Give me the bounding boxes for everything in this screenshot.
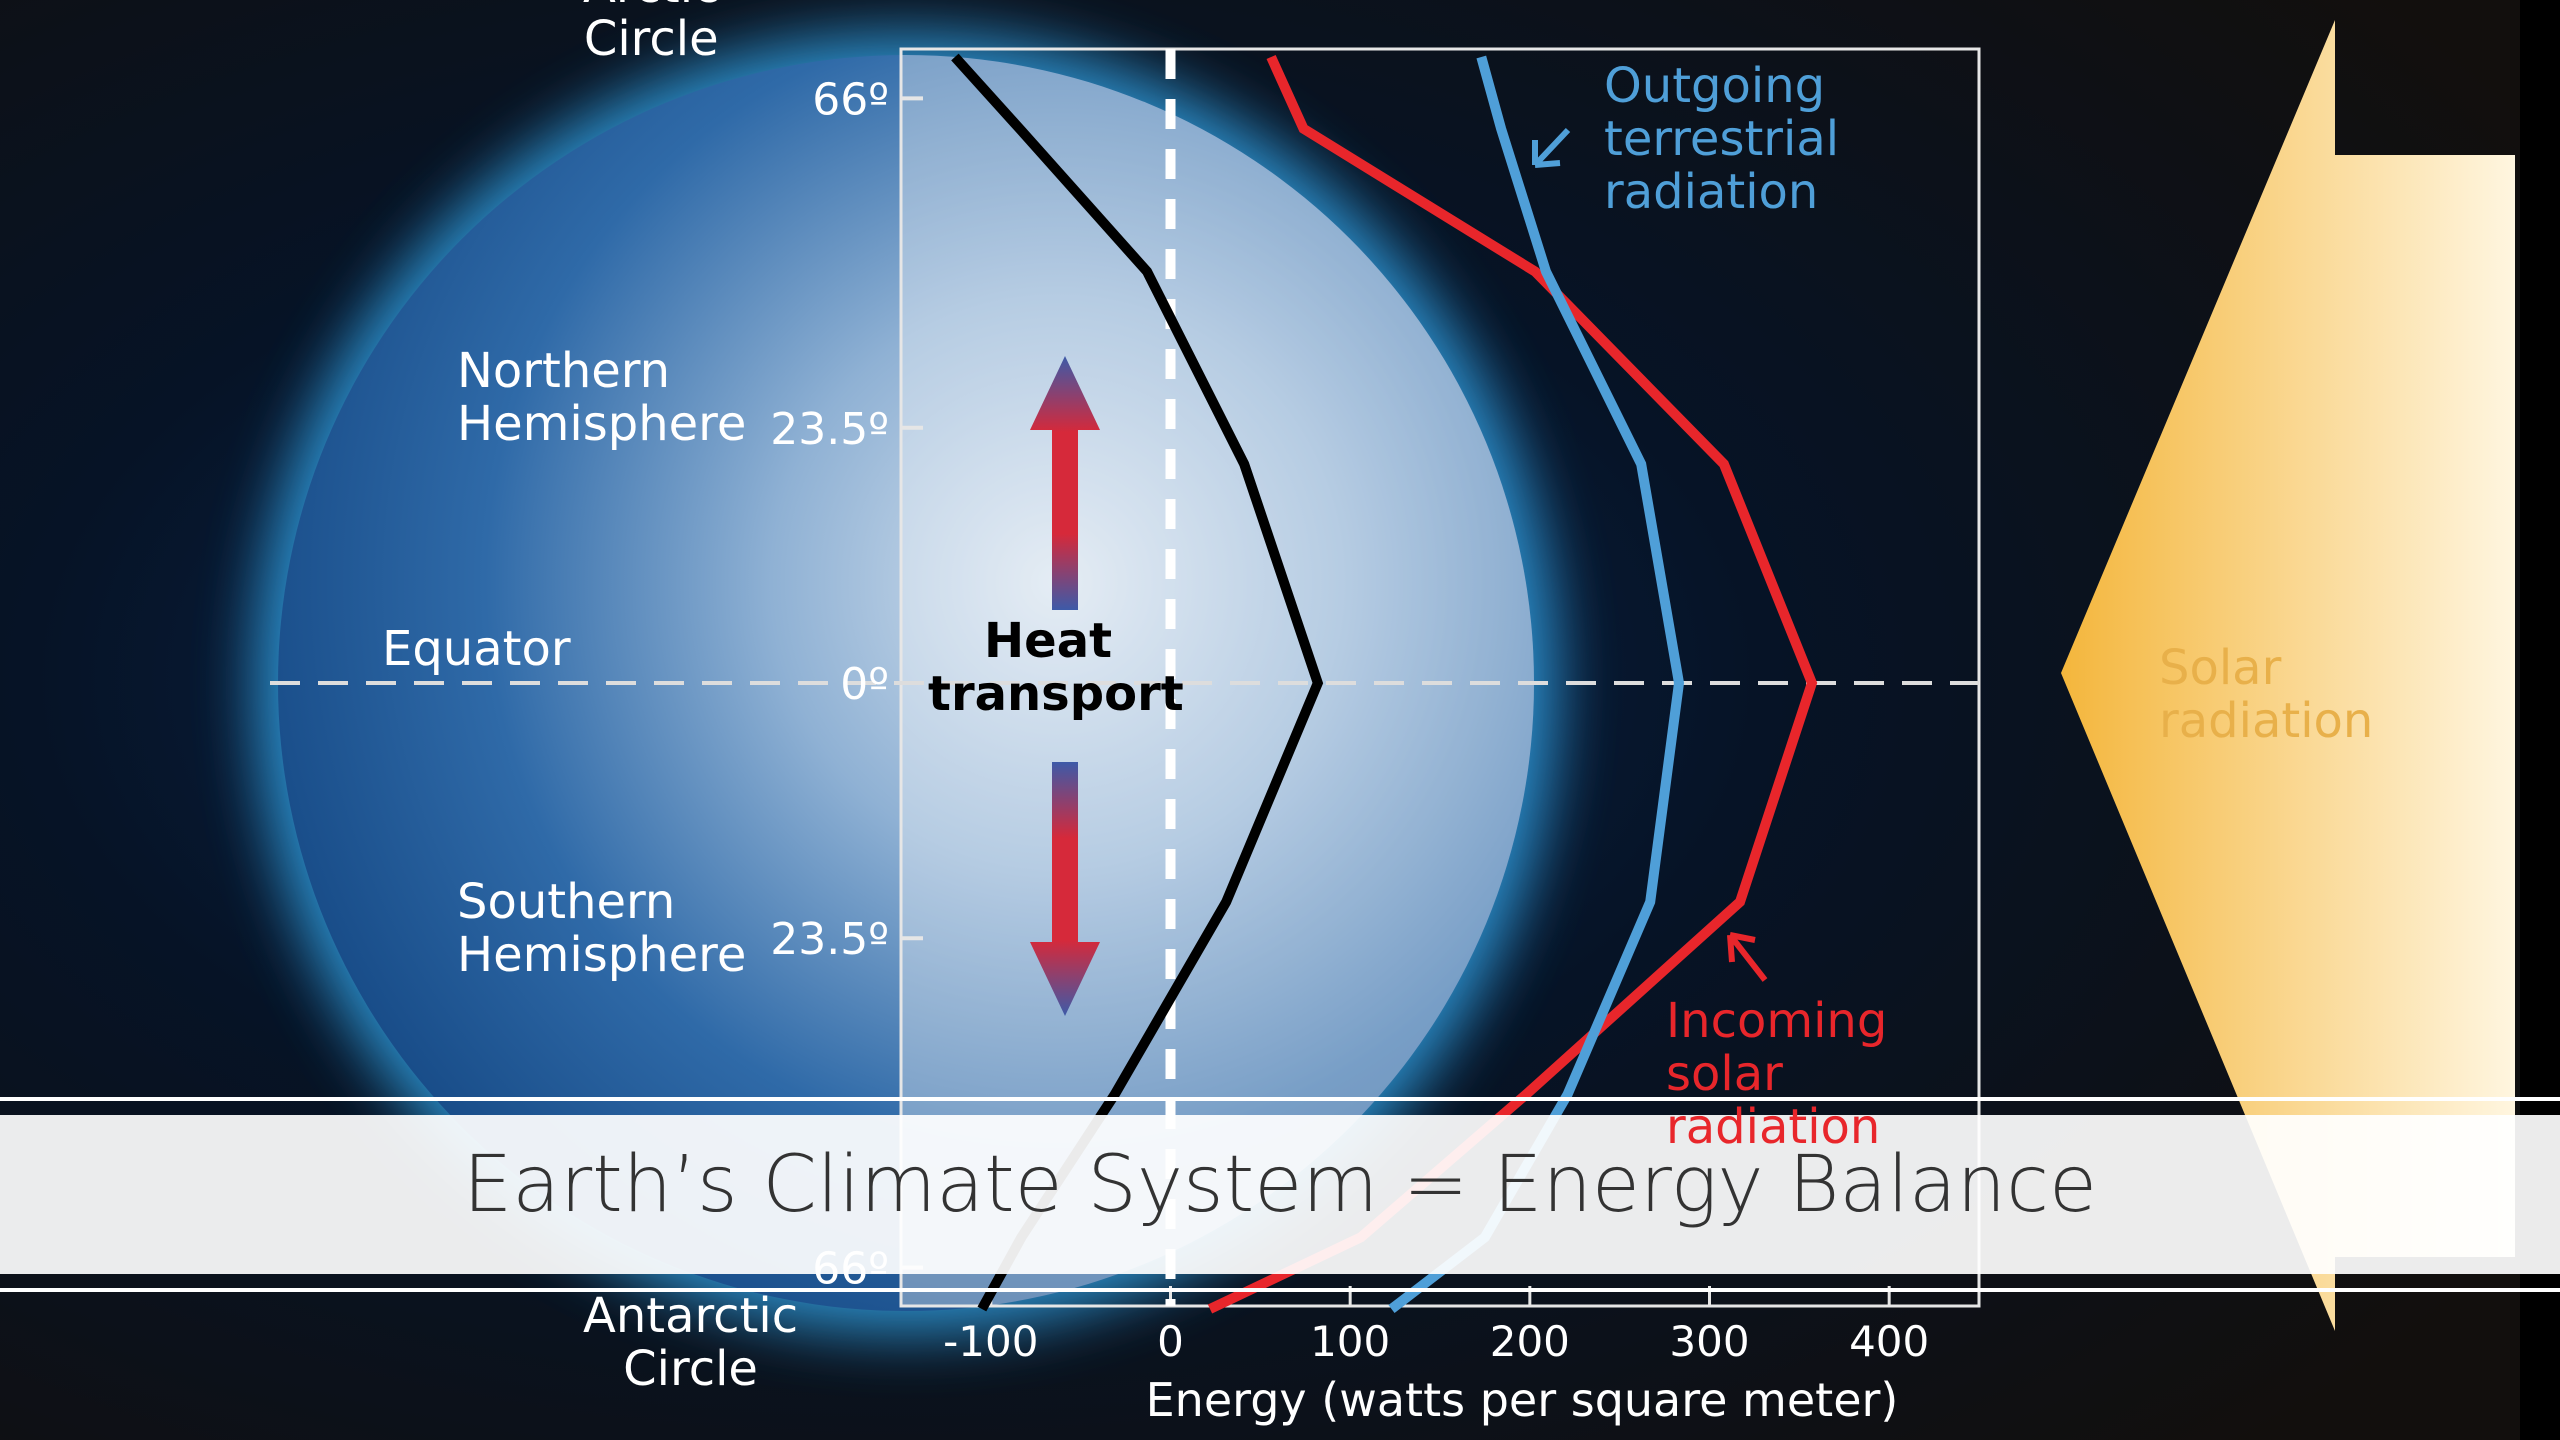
series-label: Incoming solar radiation — [1666, 993, 1888, 1155]
pointer — [1727, 932, 1768, 982]
plot-frame — [899, 47, 1981, 1308]
x-tick-label: -100 — [943, 1317, 1038, 1366]
heat-arrow — [1030, 356, 1100, 1016]
heat-label: Heat transport — [928, 613, 1184, 722]
x-tick-label: 200 — [1490, 1317, 1570, 1366]
y-tick-label: 66º — [812, 74, 889, 125]
x-tick-label: 300 — [1669, 1317, 1749, 1366]
solar-label: Solar radiation — [2159, 640, 2374, 749]
y-tick-label: 0º — [840, 659, 889, 710]
heat-arrow-up — [1030, 356, 1100, 610]
equator-label: Equator — [382, 621, 571, 677]
series-label: Outgoing terrestrial radiation — [1604, 58, 1840, 220]
y-axis-label: Energy (watts per square meter) — [1145, 1373, 1899, 1427]
x-tick-label: 0 — [1157, 1317, 1184, 1366]
title-band — [0, 1115, 2560, 1274]
x-tick-label: 400 — [1849, 1317, 1929, 1366]
antarctic-label: Antarctic Circle — [583, 1288, 799, 1397]
northern-label: Northern Hemisphere — [457, 343, 747, 452]
heat-arrow-down — [1030, 762, 1100, 1016]
slide-title: Earth’s Climate System = Energy Balance — [463, 1140, 2097, 1230]
arctic-label: Arctic Circle — [583, 0, 719, 67]
pointer — [1532, 127, 1571, 168]
southern-label: Southern Hemisphere — [457, 874, 747, 983]
y-tick-label: 23.5º — [770, 914, 889, 965]
solar-arrow — [2061, 20, 2515, 1331]
y-tick-label: 23.5º — [770, 404, 889, 455]
x-tick-label: 100 — [1310, 1317, 1390, 1366]
